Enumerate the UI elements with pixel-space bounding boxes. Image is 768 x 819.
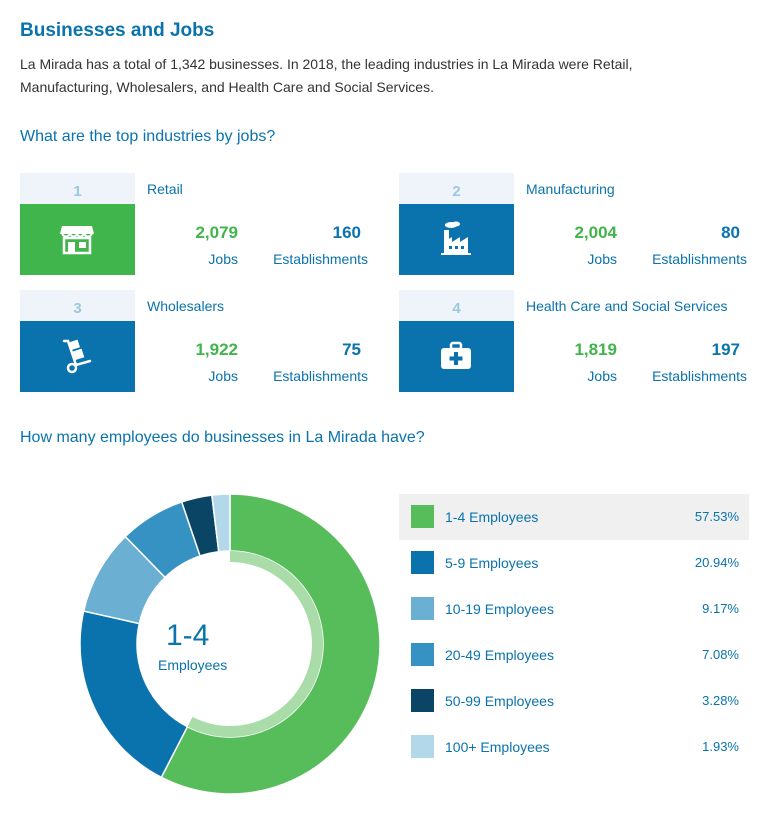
legend-percent: 57.53% <box>694 509 739 524</box>
medical-kit-icon <box>441 341 471 369</box>
industry-icon-box <box>20 321 135 392</box>
establishments-value: 160 <box>332 223 361 242</box>
establishments-label: Establishments <box>273 368 368 384</box>
industry-icon-box <box>399 204 514 275</box>
industry-name: Retail <box>147 181 183 197</box>
legend-swatch <box>411 551 434 574</box>
employees-donut-chart <box>79 493 381 795</box>
rank-badge: 4 <box>399 290 514 321</box>
rank-badge: 3 <box>20 290 135 321</box>
industry-card-wholesalers: 3 Wholesalers 1,922 Jobs 75 Establishmen… <box>20 290 370 392</box>
chart-legend: 1-4 Employees 57.53% 5-9 Employees 20.94… <box>399 494 749 770</box>
legend-item-1-4[interactable]: 1-4 Employees 57.53% <box>399 494 749 540</box>
donut-slice-0[interactable] <box>160 493 381 795</box>
industry-card-manufacturing: 2 Manufacturing 2,004 Jobs 80 Establishm… <box>399 173 749 275</box>
industries-question: What are the top industries by jobs? <box>20 128 276 145</box>
legend-swatch <box>411 597 434 620</box>
establishments-value: 197 <box>711 340 740 359</box>
industry-icon-box <box>20 204 135 275</box>
establishments-value: 75 <box>342 340 361 359</box>
jobs-label: Jobs <box>587 251 617 267</box>
legend-percent: 9.17% <box>702 601 739 616</box>
intro-text: La Mirada has a total of 1,342 businesse… <box>20 56 633 95</box>
establishments-value: 80 <box>721 223 740 242</box>
legend-item-20-49[interactable]: 20-49 Employees 7.08% <box>399 632 749 678</box>
jobs-value: 2,079 <box>195 223 238 242</box>
legend-label: 10-19 Employees <box>445 601 554 617</box>
legend-swatch <box>411 735 434 758</box>
industry-card-retail: 1 Retail 2,079 Jobs 160 Establishments <box>20 173 370 275</box>
legend-item-5-9[interactable]: 5-9 Employees 20.94% <box>399 540 749 586</box>
legend-item-100-plus[interactable]: 100+ Employees 1.93% <box>399 724 749 770</box>
legend-swatch <box>411 643 434 666</box>
industry-icon-box <box>399 321 514 392</box>
legend-item-50-99[interactable]: 50-99 Employees 3.28% <box>399 678 749 724</box>
rank-badge: 1 <box>20 173 135 204</box>
jobs-label: Jobs <box>587 368 617 384</box>
legend-swatch <box>411 689 434 712</box>
jobs-label: Jobs <box>208 251 238 267</box>
legend-percent: 7.08% <box>702 647 739 662</box>
industry-name: Manufacturing <box>526 181 615 197</box>
jobs-value: 1,922 <box>195 340 238 359</box>
jobs-label: Jobs <box>208 368 238 384</box>
factory-icon <box>441 221 471 255</box>
establishments-label: Establishments <box>652 368 747 384</box>
legend-label: 5-9 Employees <box>445 555 539 571</box>
legend-label: 100+ Employees <box>445 739 550 755</box>
jobs-value: 1,819 <box>574 340 617 359</box>
legend-label: 20-49 Employees <box>445 647 554 663</box>
donut-center-value: 1-4 <box>166 619 210 652</box>
establishments-label: Establishments <box>273 251 368 267</box>
legend-percent: 3.28% <box>702 693 739 708</box>
page-title: Businesses and Jobs <box>20 20 215 41</box>
storefront-icon <box>60 226 94 255</box>
rank-badge: 2 <box>399 173 514 204</box>
industry-card-health-care: 4 Health Care and Social Services 1,819 … <box>399 290 749 392</box>
legend-label: 50-99 Employees <box>445 693 554 709</box>
legend-percent: 20.94% <box>694 555 739 570</box>
donut-center-label: Employees <box>158 657 228 673</box>
jobs-value: 2,004 <box>574 223 617 242</box>
industry-name: Wholesalers <box>147 298 225 314</box>
hand-truck-icon <box>62 339 92 374</box>
legend-item-10-19[interactable]: 10-19 Employees 9.17% <box>399 586 749 632</box>
establishments-label: Establishments <box>652 251 747 267</box>
legend-swatch <box>411 505 434 528</box>
legend-label: 1-4 Employees <box>445 509 539 525</box>
industry-name: Health Care and Social Services <box>526 298 728 314</box>
employees-question: How many employees do businesses in La M… <box>20 429 425 446</box>
legend-percent: 1.93% <box>702 739 739 754</box>
